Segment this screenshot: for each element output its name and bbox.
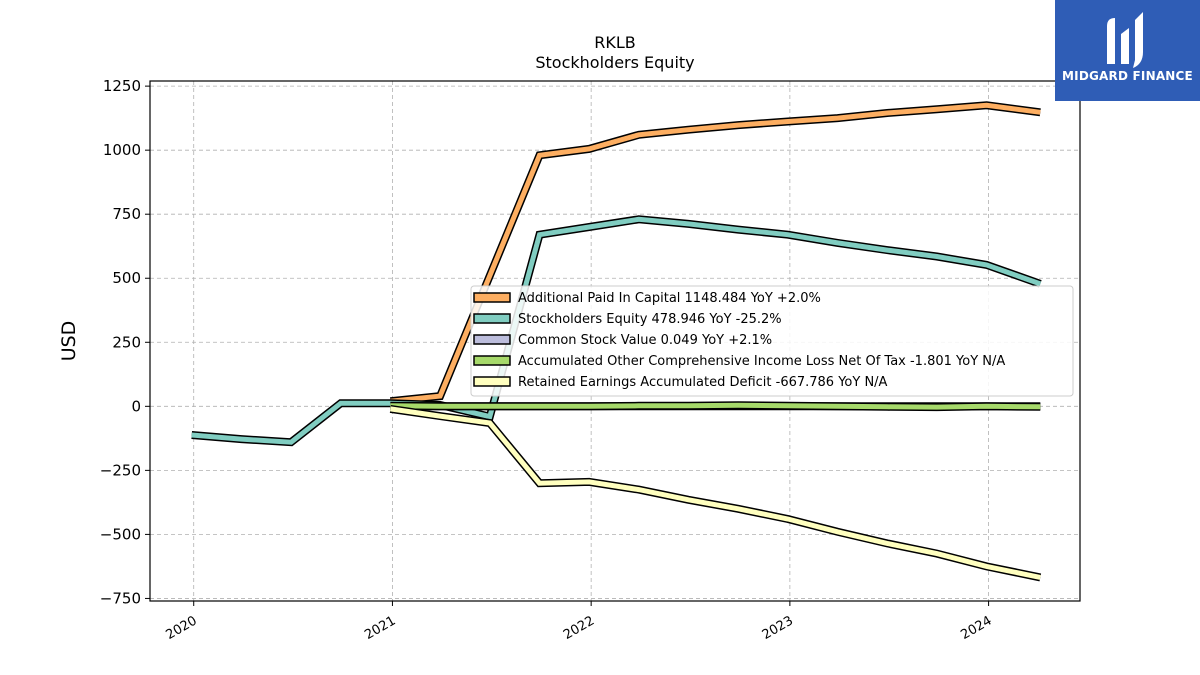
midgard-logo-icon [1107,12,1143,68]
chart-title: RKLB [594,33,636,52]
y-axis: −750 −500 −250 0 250 500 750 1000 1250 [100,77,150,607]
y-tick-label: 500 [112,269,141,287]
y-tick-label: −500 [100,525,141,543]
legend-entry: Stockholders Equity 478.946 YoY -25.2% [518,312,782,327]
x-tick-label: 2022 [561,613,597,643]
legend-swatch [473,355,511,366]
plot-frame [149,80,1081,602]
x-tick-label: 2021 [362,613,398,643]
chart-subtitle: Stockholders Equity [535,53,694,72]
series-5 [389,404,1042,582]
legend-entry: Accumulated Other Comprehensive Income L… [518,354,1005,369]
series-line [390,402,1041,410]
y-tick-label: 750 [112,205,141,223]
y-tick-label: −750 [100,589,141,607]
y-tick-label: 1250 [103,77,141,95]
brand-logo: MIDGARD FINANCE [1055,0,1200,101]
series-lines [191,101,1042,582]
series-2 [191,215,1042,447]
y-tick-label: 250 [112,333,141,351]
legend-box [470,285,1074,397]
legend-swatch [473,313,511,324]
series-line [191,216,1042,445]
legend: Additional Paid In Capital 1148.484 YoY … [470,285,1074,397]
y-tick-label: −250 [100,461,141,479]
legend-swatch [473,376,511,387]
brand-logo-text: MIDGARD FINANCE [1062,69,1193,83]
x-tick-label: 2023 [760,613,796,643]
legend-entry: Retained Earnings Accumulated Deficit -6… [518,375,888,390]
legend-entry: Common Stock Value 0.049 YoY +2.1% [518,333,772,348]
legend-entry: Additional Paid In Capital 1148.484 YoY … [518,291,821,306]
series-line [390,102,1041,404]
y-tick-label: 0 [131,397,141,415]
legend-swatch [473,334,511,345]
series-line-outline [389,404,1042,582]
x-tick-label: 2020 [164,613,200,643]
y-axis-label: USD [58,321,80,362]
y-tick-label: 1000 [103,141,141,159]
series-line [390,406,1041,580]
series-1 [389,101,1041,406]
legend-swatch [473,292,511,303]
series-4 [390,401,1041,412]
x-axis: 2020 2021 2022 2023 2024 [164,601,995,643]
x-tick-label: 2024 [958,613,994,643]
